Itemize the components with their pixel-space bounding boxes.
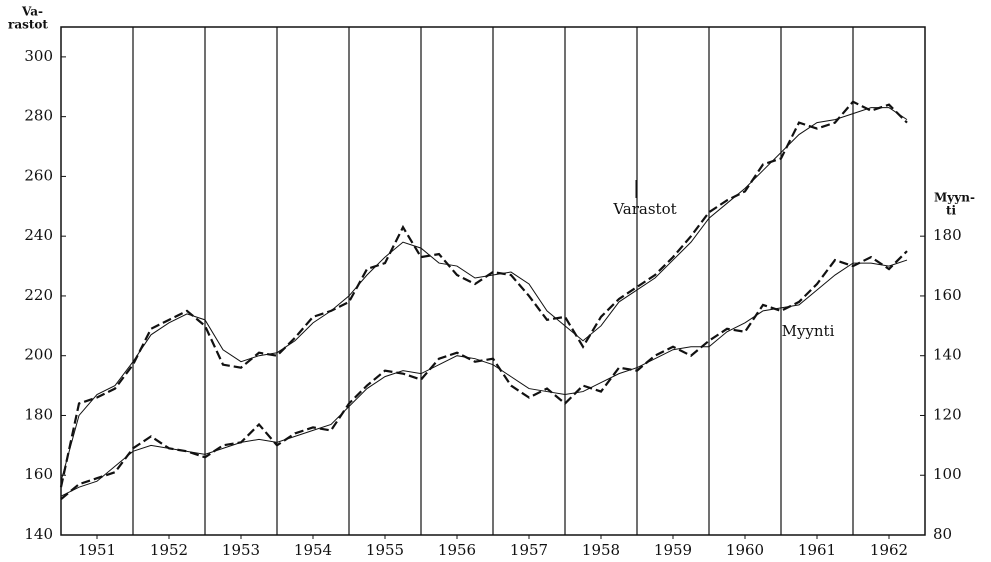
y2-tick-label: 140 [933, 346, 962, 364]
y-tick-label: 240 [24, 226, 53, 244]
x-tick-label: 1959 [654, 541, 692, 559]
data-line [60, 250, 908, 500]
y2-tick-label: 100 [933, 465, 962, 483]
y2-label-1: Myyn- [934, 191, 975, 205]
y2-tick-label: 120 [933, 405, 962, 423]
x-tick-label: 1961 [798, 541, 836, 559]
y2-tick-label: 160 [933, 286, 962, 304]
y-label-1: Va- [21, 5, 43, 19]
y-tick-label: 300 [24, 47, 53, 65]
x-tick-label: 1954 [294, 541, 332, 559]
trend-line [60, 259, 908, 497]
x-tick-label: 1957 [510, 541, 548, 559]
y-tick-label: 180 [24, 405, 53, 423]
series-label: Varastot [612, 200, 676, 218]
y-tick-label: 160 [24, 465, 53, 483]
y-tick-label: 140 [24, 525, 53, 543]
x-tick-label: 1956 [438, 541, 476, 559]
x-tick-label: 1952 [150, 541, 188, 559]
data-line [59, 100, 908, 488]
series-label: Myynti [782, 322, 835, 340]
trend-line [60, 107, 908, 482]
y-label-2: rastot [8, 18, 48, 32]
y2-label-2: ti [946, 204, 957, 218]
x-tick-label: 1960 [726, 541, 764, 559]
y2-tick-label: 180 [933, 226, 962, 244]
x-tick-label: 1951 [78, 541, 116, 559]
y-tick-label: 200 [24, 346, 53, 364]
y-tick-label: 260 [24, 166, 53, 184]
y2-tick-label: 80 [933, 525, 952, 543]
y-tick-label: 220 [24, 286, 53, 304]
x-tick-label: 1955 [366, 541, 404, 559]
x-tick-label: 1953 [222, 541, 260, 559]
y-tick-label: 280 [24, 107, 53, 125]
x-tick-label: 1958 [582, 541, 620, 559]
x-tick-label: 1962 [870, 541, 908, 559]
